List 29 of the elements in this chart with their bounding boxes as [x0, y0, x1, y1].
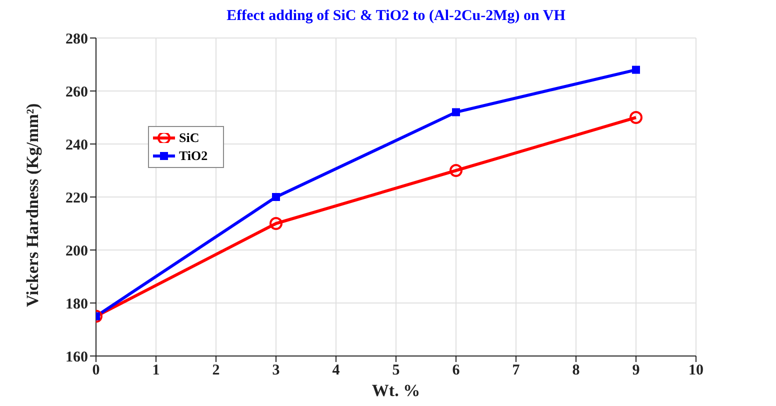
- x-tick-label: 2: [212, 362, 220, 379]
- point: [270, 217, 282, 230]
- legend-label: SiC: [179, 129, 200, 147]
- point: [450, 164, 462, 177]
- y-tick-label: 280: [66, 31, 88, 48]
- x-tick-label: 1: [152, 362, 160, 379]
- y-tick-label: 200: [66, 243, 88, 260]
- y-tick-label: 260: [66, 84, 88, 100]
- x-tick-label: 6: [452, 362, 460, 379]
- x-tick-label: 0: [92, 362, 100, 379]
- y-tick-label: 220: [66, 190, 88, 206]
- x-tick-label: 3: [272, 362, 280, 379]
- point: [272, 193, 280, 201]
- point: [452, 108, 460, 116]
- y-tick-label: 180: [66, 296, 88, 312]
- x-tick-label: 7: [512, 362, 520, 379]
- legend-label: TiO2: [179, 147, 208, 165]
- x-tick-label: 9: [632, 362, 640, 379]
- point: [632, 66, 640, 74]
- x-tick-label: 5: [392, 362, 400, 379]
- y-tick-label: 160: [66, 349, 88, 366]
- y-axis-title: Vickers Hardness (Kg/mm²): [23, 103, 42, 307]
- point: [630, 111, 642, 124]
- x-axis-title: Wt. %: [372, 381, 420, 400]
- x-tick-label: 4: [332, 362, 340, 379]
- y-tick-label: 240: [66, 137, 88, 154]
- x-tick-label: 8: [572, 362, 580, 379]
- x-tick-label: 10: [688, 362, 704, 379]
- chart-title: Effect adding of SiC & TiO2 to (Al-2Cu-2Mg) on VH: [226, 8, 566, 25]
